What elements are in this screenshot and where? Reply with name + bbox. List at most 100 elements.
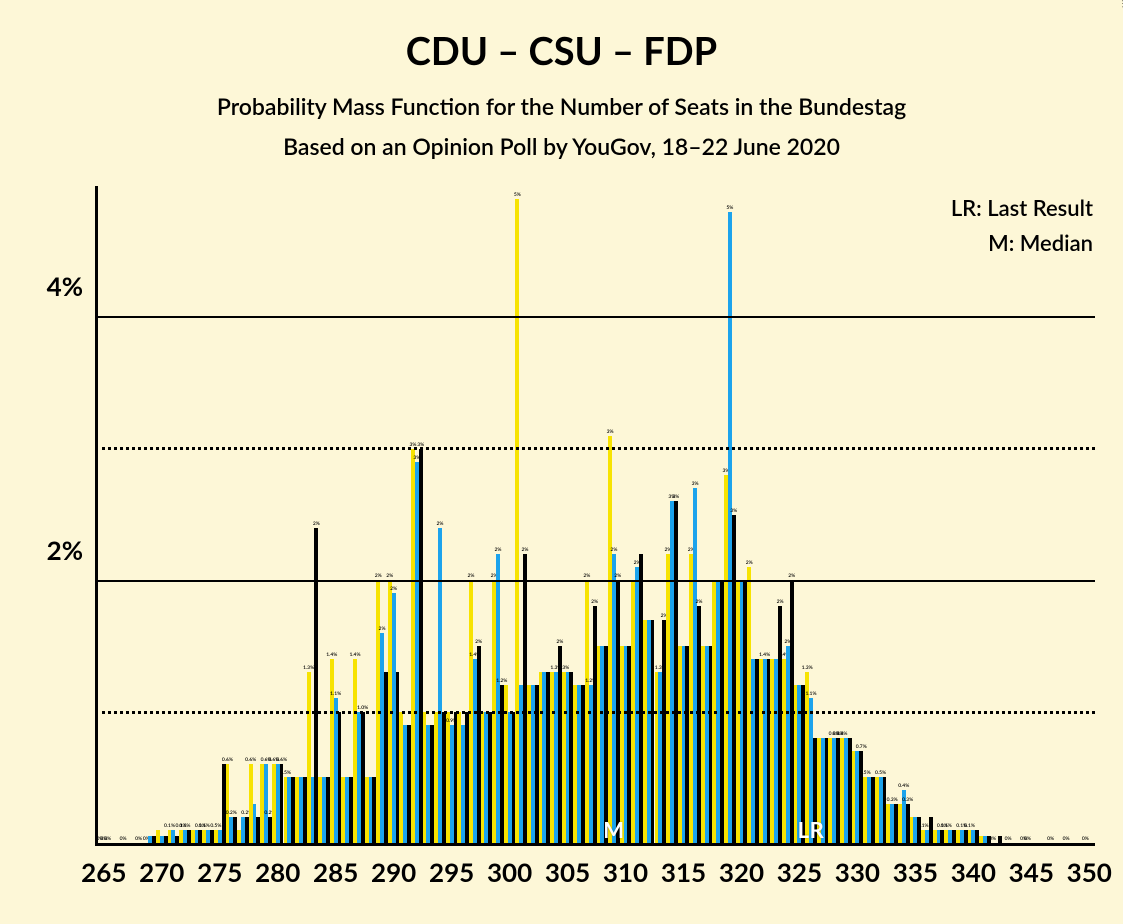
x-tick: [1037, 850, 1049, 890]
x-tick: [515, 850, 527, 890]
bar-value-label: 1.1%: [805, 691, 816, 698]
x-tick: [921, 850, 933, 890]
x-tick: [747, 850, 759, 890]
bar-value-label: 0%: [1005, 836, 1012, 843]
bar-value-label: 2%: [390, 586, 397, 593]
bar-group: 2%: [747, 186, 759, 843]
bar-value-label: 0%: [1024, 836, 1031, 843]
bar-group: [597, 186, 609, 843]
bar-group: [527, 186, 539, 843]
bar-group: 0.5%: [863, 186, 875, 843]
bar-group: 0.6%: [249, 186, 261, 843]
bar-group: 0.1%: [202, 186, 214, 843]
bar-group: [794, 186, 806, 843]
bar-group: 0%: [991, 186, 1003, 843]
x-tick: [759, 850, 771, 890]
bar-group: [979, 186, 991, 843]
x-tick: 285: [330, 850, 342, 890]
bar-group: [1037, 186, 1049, 843]
gridline-major: [95, 316, 1095, 318]
bar-value-label: 1.3%: [558, 665, 569, 672]
bar-group: 1.4%1.1%: [330, 186, 342, 843]
bar-value-label: 5%: [726, 205, 733, 212]
bar-group: 0.1%: [921, 186, 933, 843]
bar-value-label: 2%: [610, 547, 617, 554]
bar-group: 2%: [770, 186, 782, 843]
bar-group: 0.2%: [237, 186, 249, 843]
bar-group: 1.3% 1.1%: [805, 186, 817, 843]
x-tick: [643, 850, 655, 890]
x-tick: 320: [736, 850, 748, 890]
x-tick: [979, 850, 991, 890]
bar-group: 0.6%0.6%: [272, 186, 284, 843]
bar-group: 0.5%: [214, 186, 226, 843]
x-tick: 270: [156, 850, 168, 890]
bar-group: 0%: [1060, 186, 1072, 843]
bar-group: 0%: [1049, 186, 1061, 843]
gridline-minor: [95, 447, 1095, 450]
bar-value-label: 0%: [989, 836, 996, 843]
bars-container: 0%0%0%0%0%0%0.1%0.1%0.1%0.1%0.1%0.5%0.6%…: [98, 186, 1095, 843]
bar-group: 1.3%: [562, 186, 574, 843]
x-tick: [933, 850, 945, 890]
bar-value-label: 1.4%: [349, 652, 360, 659]
x-tick: [284, 850, 296, 890]
bar-value-label: 0.2%: [226, 810, 237, 817]
bar-group: 0.1%: [944, 186, 956, 843]
chart-subtitle2: Based on an Opinion Poll by YouGov, 18–2…: [0, 120, 1123, 160]
bar-value-label: 0.1%: [941, 823, 952, 830]
bar-group: 0.1%: [956, 186, 968, 843]
x-tick: [237, 850, 249, 890]
bar-group: 0.1%0.1%: [179, 186, 191, 843]
bar-value-label: 0.5%: [210, 823, 221, 830]
x-tick: [1049, 850, 1061, 890]
bar-value-label: 0.3%: [887, 797, 898, 804]
bar-group: 1.4%2%2%: [782, 186, 794, 843]
bar-value-label: 0.6%: [222, 757, 233, 764]
bar-group: 0.6%0.2%: [226, 186, 238, 843]
x-tick: [991, 850, 1003, 890]
x-tick: [701, 850, 713, 890]
bar-group: 2%1.2%2%: [585, 186, 597, 843]
bar-group: [504, 186, 516, 843]
bar-group: [712, 186, 724, 843]
x-tick: [585, 850, 597, 890]
x-tick: [295, 850, 307, 890]
y-tick-label: 2%: [47, 534, 83, 566]
bar-value-label: 0.5%: [860, 770, 871, 777]
bar-value-label: 0%: [120, 836, 127, 843]
x-tick: 305: [562, 850, 574, 890]
bar-value-label: 1.4%: [326, 652, 337, 659]
x-tick: 295: [446, 850, 458, 890]
x-tick: 345: [1026, 850, 1038, 890]
bar-group: 3%3%3%: [411, 186, 423, 843]
bar-group: [573, 186, 585, 843]
y-tick-label: 4%: [47, 270, 83, 302]
bar-group: 0.3%: [886, 186, 898, 843]
bar-group: 0%: [1026, 186, 1038, 843]
bar-group: 0.1%: [933, 186, 945, 843]
bar-group: 2%2%1.2%: [492, 186, 504, 843]
bar-value-label: 0.5%: [875, 770, 886, 777]
bar-group: 1.3%2%: [655, 186, 667, 843]
bar-group: 2%3%3%: [666, 186, 678, 843]
x-tick: [631, 850, 643, 890]
gridline-major: [95, 580, 1095, 582]
plot-area: 0%0%0%0%0%0%0.1%0.1%0.1%0.1%0.1%0.5%0.6%…: [95, 186, 1095, 846]
bar-group: [817, 186, 829, 843]
bar-group: 2%1.4%2%: [469, 186, 481, 843]
bar-group: [643, 186, 655, 843]
bar-group: [399, 186, 411, 843]
bar-group: [678, 186, 690, 843]
bar-group: 2%2%: [388, 186, 400, 843]
x-tick: [689, 850, 701, 890]
copyright-text: © 2021 Filip van Laenen: [1119, 0, 1123, 8]
bar-group: 0.8%: [840, 186, 852, 843]
bar-value-label: 1.3%: [802, 665, 813, 672]
bar-group: [481, 186, 493, 843]
x-tick: [399, 850, 411, 890]
x-tick: [110, 850, 122, 890]
x-tick: 275: [214, 850, 226, 890]
x-tick: [168, 850, 180, 890]
bar-group: [701, 186, 713, 843]
